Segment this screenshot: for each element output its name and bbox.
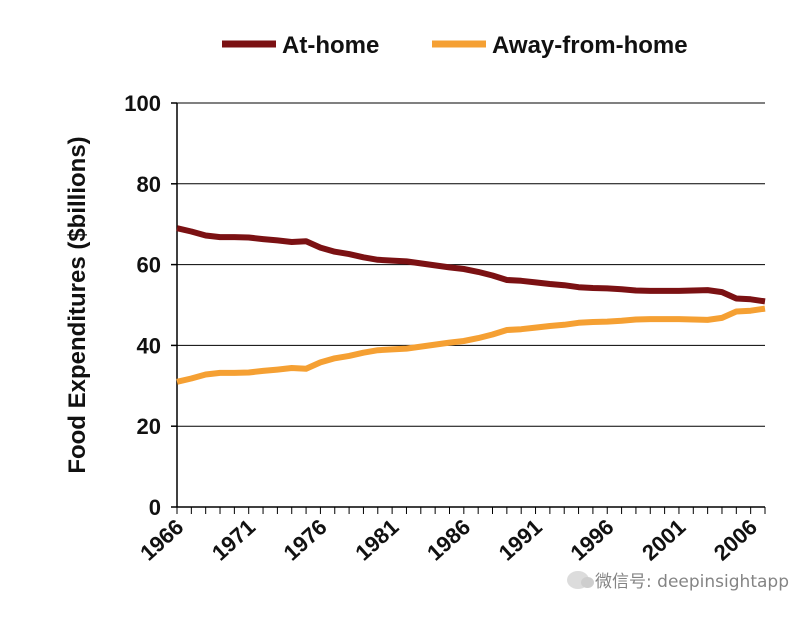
x-tick-label: 1976 <box>279 514 332 565</box>
legend-label: Away-from-home <box>492 32 688 59</box>
y-tick-label: 0 <box>149 495 161 520</box>
chart-axes <box>177 103 765 507</box>
watermark-text: 微信号: deepinsightapp <box>595 567 789 592</box>
y-tick-label: 100 <box>124 91 161 116</box>
x-tick-label: 1971 <box>207 514 260 565</box>
chart-gridlines <box>177 103 765 426</box>
chart-series <box>177 228 765 382</box>
watermark: 微信号: deepinsightapp <box>567 567 789 592</box>
x-tick-label: 1991 <box>494 514 547 565</box>
y-tick-label: 40 <box>137 333 161 358</box>
y-tick-label: 20 <box>137 414 161 439</box>
y-tick-label: 80 <box>137 172 161 197</box>
x-axis-ticks: 1966 1971 1976 1981 1986 1991 1996 2001 2006 <box>135 507 765 565</box>
x-tick-label: 2006 <box>709 514 762 565</box>
y-axis-ticks: 0 20 40 60 80 100 <box>124 91 177 520</box>
x-tick-label: 1966 <box>135 514 188 565</box>
chart-legend: At-home Away-from-home <box>222 32 688 59</box>
x-tick-label: 1986 <box>422 514 475 565</box>
x-tick-label: 1996 <box>565 514 618 565</box>
y-tick-label: 60 <box>137 253 161 278</box>
x-tick-label: 2001 <box>637 514 690 565</box>
wechat-icon <box>567 571 589 589</box>
legend-label: At-home <box>282 32 379 59</box>
y-axis-label: Food Expenditures ($billions) <box>64 136 91 473</box>
x-tick-label: 1981 <box>350 514 403 565</box>
